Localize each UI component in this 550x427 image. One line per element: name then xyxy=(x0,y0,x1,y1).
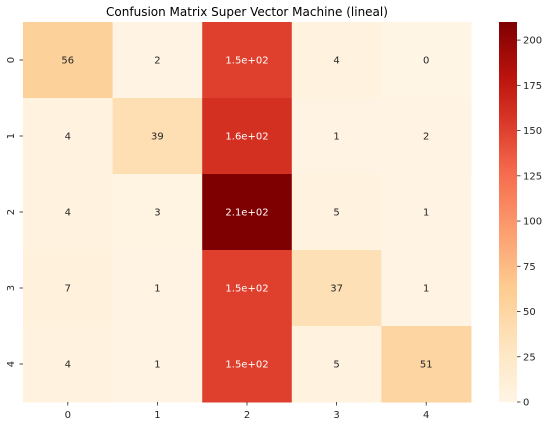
heatmap-cell-r4-c2 xyxy=(202,326,293,403)
y-tick-label-3: 3 xyxy=(6,285,17,291)
cell-label-r1-c3: 1 xyxy=(333,132,339,143)
heatmap-cell-r2-c2 xyxy=(202,174,293,251)
heatmap-cell-r0-c1 xyxy=(112,22,203,99)
cell-label-r4-c1: 1 xyxy=(154,360,160,371)
heatmap-cell-r4-c0 xyxy=(23,326,114,403)
colorbar-tick-label-7: 175 xyxy=(523,81,542,92)
heatmap-cell-r3-c3 xyxy=(291,250,382,327)
heatmap-cell-r2-c0 xyxy=(23,174,114,251)
heatmap-cell-r4-c3 xyxy=(291,326,382,403)
cell-label-r4-c3: 5 xyxy=(333,360,339,371)
heatmap-cell-r4-c4 xyxy=(381,326,472,403)
heatmap-cell-r1-c3 xyxy=(291,98,382,175)
cell-label-r1-c0: 4 xyxy=(65,132,71,143)
heatmap-cell-r3-c2 xyxy=(202,250,293,327)
cell-label-r2-c2: 2.1e+02 xyxy=(225,208,268,219)
heatmap-cell-r0-c0 xyxy=(23,22,114,99)
heatmap-cell-r3-c1 xyxy=(112,250,203,327)
cell-label-r4-c4: 51 xyxy=(420,360,433,371)
colorbar-tick-label-3: 75 xyxy=(523,262,536,273)
y-axis-ticks: 0 1 2 3 4 xyxy=(6,57,23,367)
x-tick-label-4: 4 xyxy=(423,410,429,421)
heatmap-cell-r2-c1 xyxy=(112,174,203,251)
cell-label-r3-c1: 1 xyxy=(154,284,160,295)
heatmap-cell-r1-c0 xyxy=(23,98,114,175)
colorbar-tick-label-2: 50 xyxy=(523,307,536,318)
cell-label-r3-c2: 1.5e+02 xyxy=(225,284,268,295)
y-tick-label-0: 0 xyxy=(6,57,17,63)
cell-label-r0-c3: 4 xyxy=(333,56,339,67)
cell-label-r2-c4: 1 xyxy=(423,208,429,219)
y-tick-label-1: 1 xyxy=(6,133,17,139)
cell-label-r0-c4: 0 xyxy=(423,56,429,67)
heatmap-cell-r2-c4 xyxy=(381,174,472,251)
cell-label-r0-c0: 56 xyxy=(61,56,74,67)
heatmap-cell-r4-c1 xyxy=(112,326,203,403)
x-tick-label-3: 3 xyxy=(333,410,339,421)
colorbar-ticks: 0 25 50 75 100 125 150 175 200 xyxy=(517,36,542,409)
x-tick-label-2: 2 xyxy=(244,410,250,421)
x-tick-label-0: 0 xyxy=(65,410,71,421)
heatmap-cell-r1-c1 xyxy=(112,98,203,175)
heatmap-cells xyxy=(23,22,472,403)
heatmap-cell-r0-c2 xyxy=(202,22,293,99)
y-tick-label-2: 2 xyxy=(6,209,17,215)
heatmap-cell-r0-c4 xyxy=(381,22,472,99)
cell-label-r4-c0: 4 xyxy=(65,360,71,371)
colorbar-tick-label-4: 100 xyxy=(523,217,542,228)
chart-title: Confusion Matrix Super Vector Machine (l… xyxy=(106,5,388,19)
cell-label-r1-c2: 1.6e+02 xyxy=(225,132,268,143)
cell-label-r1-c1: 39 xyxy=(151,132,164,143)
cell-label-r2-c0: 4 xyxy=(65,208,71,219)
heatmap-cell-r1-c4 xyxy=(381,98,472,175)
colorbar-tick-label-8: 200 xyxy=(523,36,542,47)
cell-label-r0-c2: 1.5e+02 xyxy=(225,56,268,67)
heatmap-cell-r3-c0 xyxy=(23,250,114,327)
heatmap-cell-r0-c3 xyxy=(291,22,382,99)
cell-label-r2-c3: 5 xyxy=(333,208,339,219)
colorbar xyxy=(499,22,517,402)
heatmap-cell-r1-c2 xyxy=(202,98,293,175)
heatmap-cell-r3-c4 xyxy=(381,250,472,327)
x-tick-label-1: 1 xyxy=(154,410,160,421)
colorbar-tick-label-5: 125 xyxy=(523,171,542,182)
cell-label-r0-c1: 2 xyxy=(154,56,160,67)
x-axis-ticks: 0 1 2 3 4 xyxy=(65,402,429,421)
cell-label-r3-c0: 7 xyxy=(65,284,71,295)
y-tick-label-4: 4 xyxy=(6,361,17,367)
heatmap-cell-labels: 56 2 1.5e+02 4 04 39 1.6e+02 1 24 3 2.1e+02 5 17 1 1.5… xyxy=(61,56,432,371)
cell-label-r3-c3: 37 xyxy=(330,284,343,295)
colorbar-tick-label-0: 0 xyxy=(523,398,529,409)
cell-label-r2-c1: 3 xyxy=(154,208,160,219)
cell-label-r3-c4: 1 xyxy=(423,284,429,295)
colorbar-tick-label-1: 25 xyxy=(523,352,536,363)
heatmap-cell-r2-c3 xyxy=(291,174,382,251)
cell-label-r4-c2: 1.5e+02 xyxy=(225,360,268,371)
cell-label-r1-c4: 2 xyxy=(423,132,429,143)
colorbar-tick-label-6: 150 xyxy=(523,126,542,137)
